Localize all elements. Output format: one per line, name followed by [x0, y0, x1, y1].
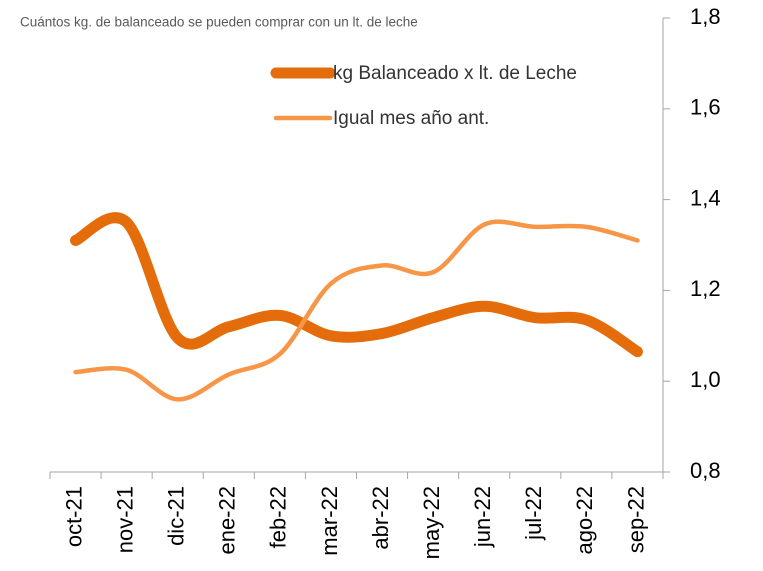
x-tick-label: ene-22	[215, 486, 240, 555]
x-tick-label: jun-22	[470, 486, 495, 548]
y-tick-label: 0,8	[690, 458, 721, 483]
y-tick-label: 1,4	[690, 185, 721, 210]
y-tick-label: 1,6	[690, 95, 721, 120]
legend-label: kg Balanceado x lt. de Leche	[333, 63, 577, 84]
y-tick-label: 1,0	[690, 367, 721, 392]
x-tick-label: jul-22	[521, 486, 546, 541]
x-tick-label: abr-22	[368, 486, 393, 550]
y-tick-label: 1,8	[690, 4, 721, 29]
series-line	[70, 212, 643, 358]
series-line	[73, 219, 640, 402]
x-tick-label: oct-21	[61, 486, 86, 547]
x-tick-label: nov-21	[112, 486, 137, 553]
chart-title: Cuántos kg. de balanceado se pueden comp…	[20, 15, 418, 30]
x-tick-label: ago-22	[572, 486, 597, 555]
legend-label: Igual mes año ant.	[333, 108, 489, 129]
x-tick-label: feb-22	[266, 486, 291, 548]
x-tick-label: dic-21	[164, 486, 189, 546]
y-tick-label: 1,2	[690, 276, 721, 301]
x-tick-label: mar-22	[317, 486, 342, 556]
x-tick-label: sep-22	[623, 486, 648, 553]
x-tick-label: may-22	[419, 486, 444, 559]
